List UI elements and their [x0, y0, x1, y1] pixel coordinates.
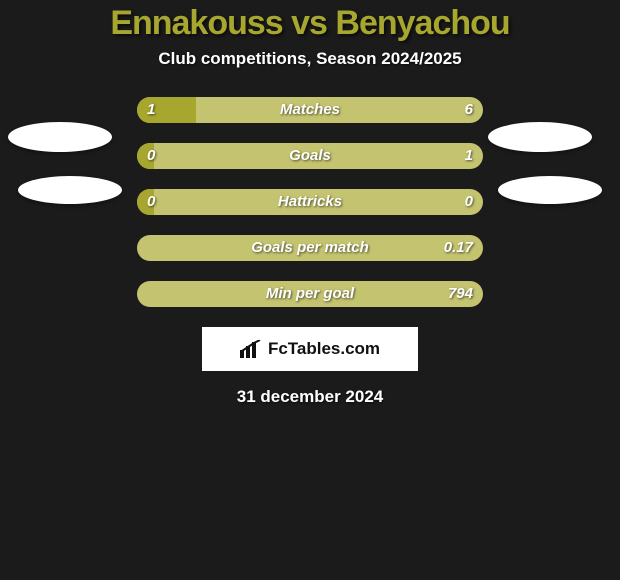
stat-value-right: 1 — [465, 143, 473, 169]
stat-value-left: 0 — [147, 143, 155, 169]
stat-row: Goals0 1 — [137, 143, 483, 169]
page-subtitle: Club competitions, Season 2024/2025 — [0, 49, 620, 69]
stat-value-right: 6 — [465, 97, 473, 123]
stat-label: Hattricks — [137, 189, 483, 215]
comparison-infographic: Ennakouss vs Benyachou Club competitions… — [0, 0, 620, 580]
stat-label: Matches — [137, 97, 483, 123]
stat-value-right: 0.17 — [444, 235, 473, 261]
stat-value-right: 0 — [465, 189, 473, 215]
comparison-bars: Matches16Goals01Hattricks00Goals per mat… — [0, 97, 620, 307]
stat-value-right: 794 — [448, 281, 473, 307]
footer-date: 31 december 2024 — [0, 387, 620, 407]
stat-row: Min per goal794 — [137, 281, 483, 307]
page-title: Ennakouss vs Benyachou — [0, 0, 620, 43]
stat-label: Goals per match — [137, 235, 483, 261]
stat-value-left: 1 — [147, 97, 155, 123]
footer-brand-text: FcTables.com — [268, 339, 380, 359]
bars-icon — [240, 340, 262, 358]
stat-label: Min per goal — [137, 281, 483, 307]
footer-brand-box: FcTables.com — [202, 327, 418, 371]
stat-row: Matches1 6 — [137, 97, 483, 123]
stat-value-left: 0 — [147, 189, 155, 215]
stat-label: Goals — [137, 143, 483, 169]
stat-row: Hattricks0 0 — [137, 189, 483, 215]
stat-row: Goals per match0.17 — [137, 235, 483, 261]
